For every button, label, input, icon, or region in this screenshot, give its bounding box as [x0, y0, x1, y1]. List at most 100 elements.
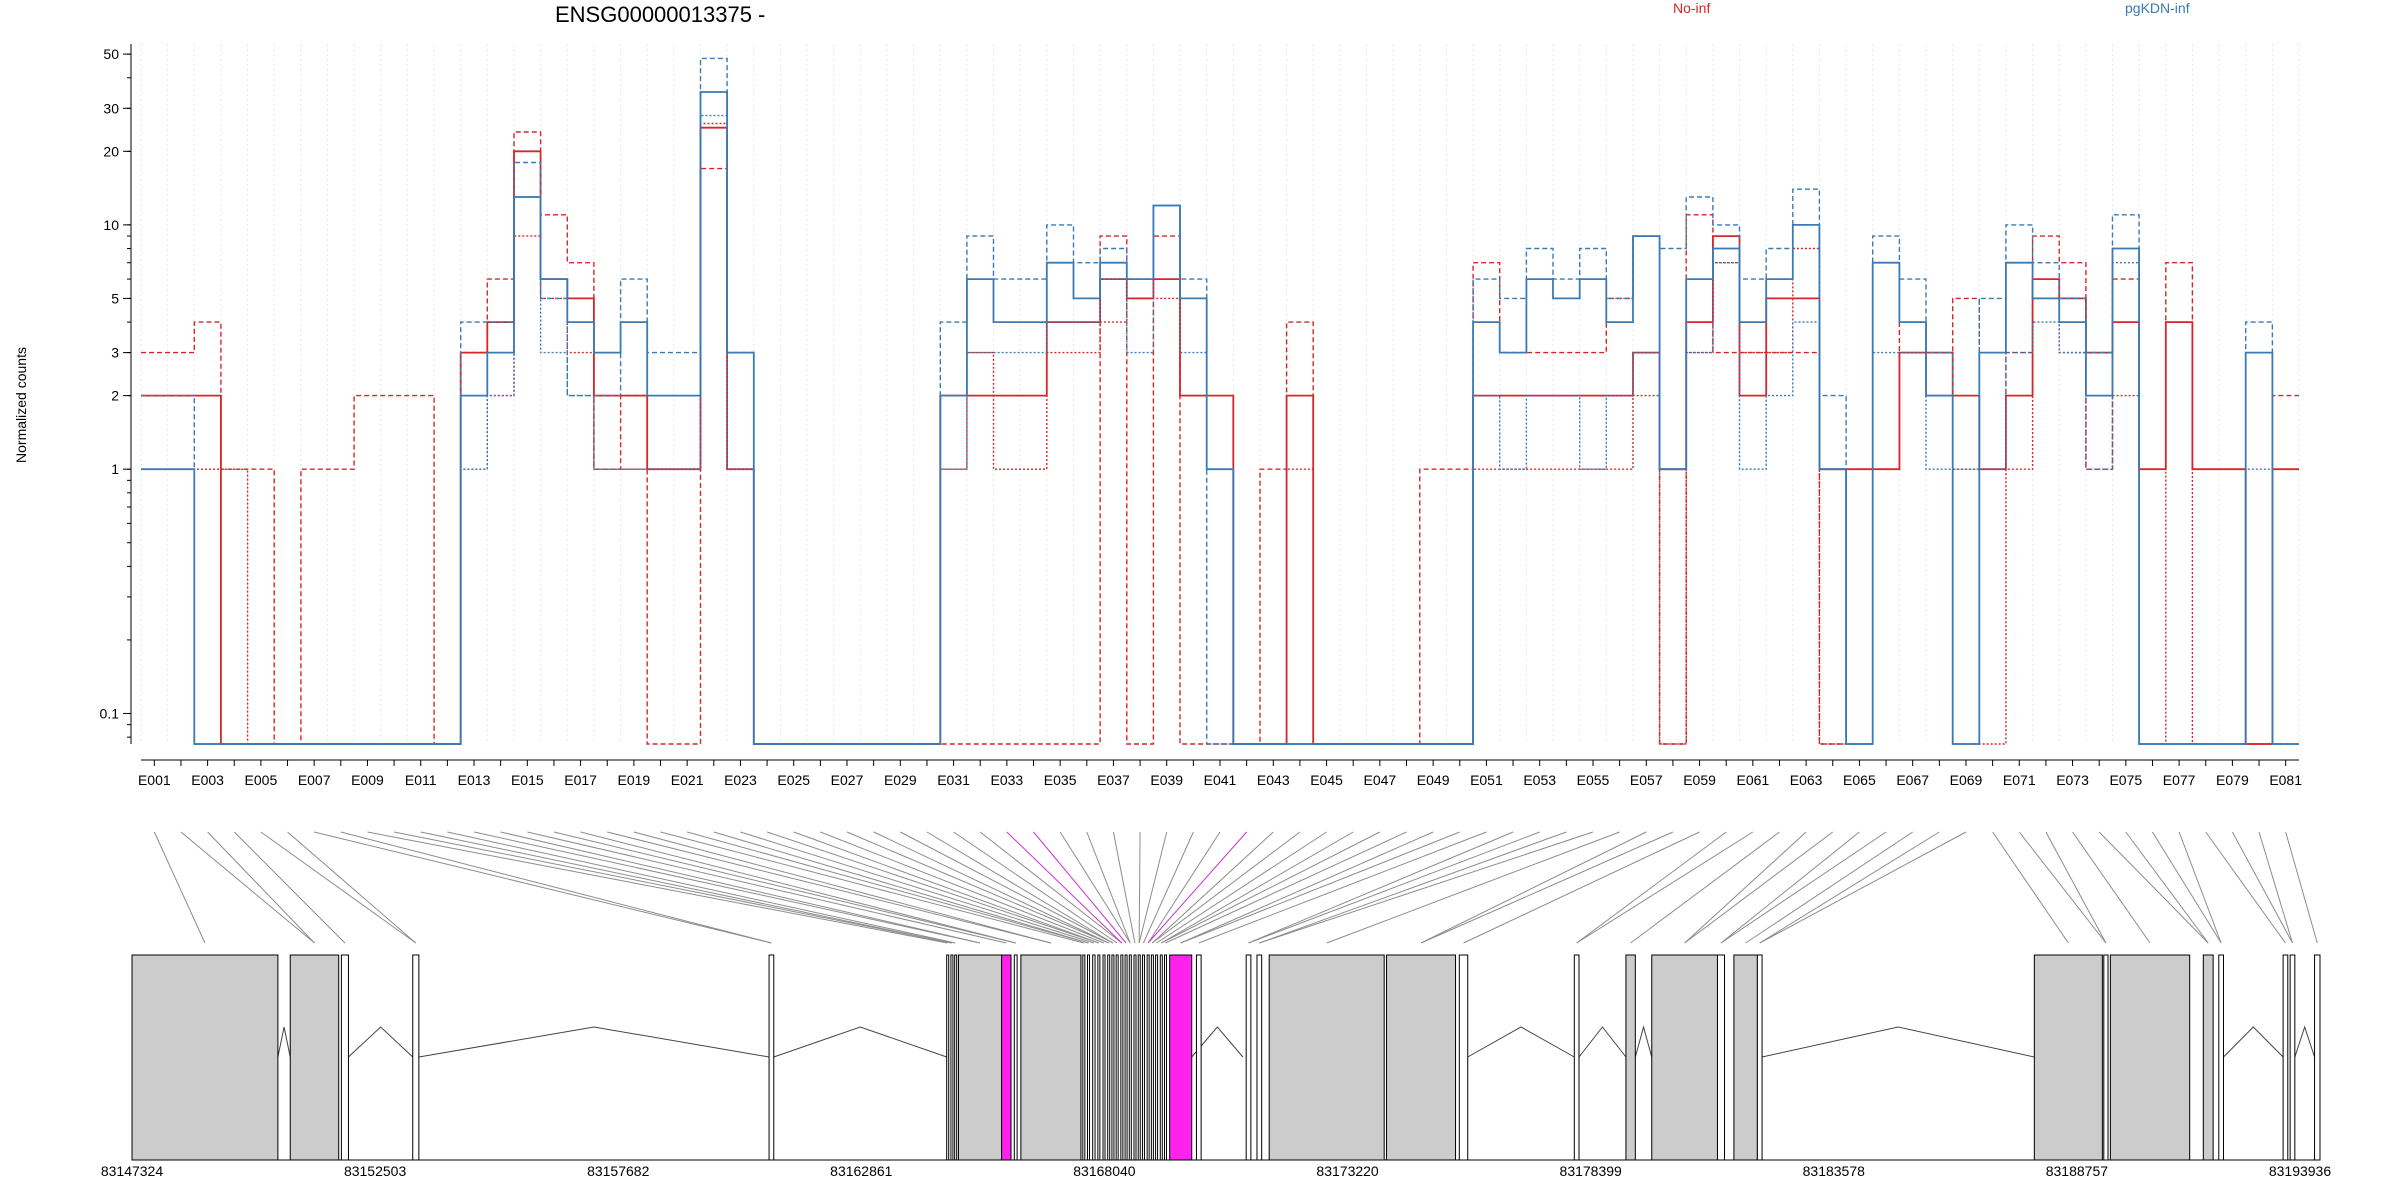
y-tick-label: 10 — [103, 217, 119, 233]
exon-connector — [1147, 831, 1248, 944]
exon-block — [2218, 954, 2224, 1161]
exon-connector — [660, 831, 1084, 944]
intron-line — [1634, 1025, 1653, 1058]
x-tick-label: E041 — [1204, 772, 1237, 788]
genome-tick-label: 83193936 — [2269, 1163, 2332, 1179]
exon-block — [1107, 954, 1111, 1161]
exon-connector — [1112, 831, 1136, 944]
exon-connector — [793, 831, 1099, 944]
y-tick-label: 1 — [111, 461, 119, 477]
y-tick-label: 2 — [111, 388, 119, 404]
y-axis-label: Normalized counts — [13, 347, 29, 463]
series-line-no-inf-dashed — [141, 131, 2299, 745]
exon-connectors — [153, 831, 2318, 944]
exon-block — [1169, 954, 1193, 1161]
exon-connector — [820, 831, 1105, 944]
genome-tick-label: 83183578 — [1803, 1163, 1866, 1179]
exon-block — [1020, 954, 1082, 1161]
x-tick-label: E069 — [1950, 772, 1983, 788]
exon-block — [1573, 954, 1580, 1161]
exon-block — [289, 954, 340, 1161]
exon-block — [1097, 954, 1101, 1161]
exon-connector — [1684, 831, 1807, 944]
exon-block — [1195, 954, 1202, 1161]
genome-tick-label: 83157682 — [587, 1163, 650, 1179]
exon-block — [1141, 954, 1145, 1161]
x-tick-label: E025 — [777, 772, 810, 788]
exon-connector — [926, 831, 1114, 944]
vertical-gridlines — [140, 44, 2300, 744]
exon-connector — [1684, 831, 1834, 944]
exon-connector — [2205, 831, 2286, 944]
x-tick-label: E061 — [1736, 772, 1769, 788]
exon-connector — [233, 831, 346, 944]
intron-line — [348, 1026, 414, 1058]
series-line-pgkdn-inf-dashed — [141, 57, 2299, 745]
x-tick-label: E003 — [191, 772, 224, 788]
exon-connector — [979, 831, 1123, 944]
exon-connector — [1259, 831, 1567, 944]
x-tick-label: E013 — [458, 772, 491, 788]
genome-coordinate-axis: 83147324 83152503 83157682 83162861 83168040… — [101, 1159, 2332, 1179]
y-tick-label: 5 — [111, 290, 119, 306]
exon-connector — [1138, 831, 1141, 944]
x-tick-label: E045 — [1310, 772, 1343, 788]
intron-line — [1761, 1026, 2035, 1058]
genome-tick-label: 83147324 — [101, 1163, 164, 1179]
exon-block — [1155, 954, 1159, 1161]
exon-connector — [1165, 831, 1407, 944]
y-axis: 0.1 1 2 3 5 10 20 30 50 — [100, 44, 132, 744]
exon-block — [1082, 954, 1086, 1161]
exon-connector — [607, 831, 1052, 944]
exon-connector — [766, 831, 1099, 944]
x-tick-label: E031 — [937, 772, 970, 788]
exon-connector — [287, 831, 417, 944]
exon-connector — [2285, 831, 2318, 944]
genome-tick-label: 83178399 — [1560, 1163, 1623, 1179]
exon-connector — [2258, 831, 2293, 944]
exon-axis: E001 E003 E005 E007 E009 E011 E013 E015 E017 E019… — [138, 759, 2302, 788]
exon-connector — [2045, 831, 2107, 944]
exon-connector — [1259, 831, 1594, 944]
genome-tick-label: 83152503 — [344, 1163, 407, 1179]
exon-block — [1133, 954, 1137, 1161]
x-tick-label: E051 — [1470, 772, 1503, 788]
exon-connector — [846, 831, 1109, 944]
exon-block — [1164, 954, 1168, 1161]
intron-line — [418, 1026, 770, 1058]
exon-connector — [367, 831, 948, 944]
exon-connector — [1160, 831, 1354, 944]
exon-connector — [1720, 831, 1887, 944]
exon-block — [2109, 954, 2191, 1161]
exon-connector — [314, 831, 772, 944]
genome-tick-label: 83173220 — [1316, 1163, 1379, 1179]
exon-block — [1087, 954, 1091, 1161]
exon-block — [2103, 954, 2109, 1161]
x-tick-label: E029 — [884, 772, 917, 788]
intron-line — [277, 1026, 291, 1058]
exon-block — [2289, 954, 2296, 1161]
exon-block — [131, 954, 279, 1161]
x-tick-label: E035 — [1044, 772, 1077, 788]
x-tick-label: E001 — [138, 772, 171, 788]
exon-block — [1092, 954, 1096, 1161]
count-series — [141, 57, 2299, 745]
y-tick-label: 3 — [111, 345, 119, 361]
exon-block — [957, 954, 1003, 1161]
y-tick-label: 20 — [103, 143, 119, 159]
x-tick-label: E077 — [2163, 772, 2196, 788]
exon-connector — [1576, 831, 1727, 944]
exon-connector — [527, 831, 1007, 944]
exon-connector — [394, 831, 952, 944]
exon-block — [1716, 954, 1726, 1161]
x-tick-label: E059 — [1683, 772, 1716, 788]
exon-block — [2282, 954, 2289, 1161]
series-line-pgkdn-inf-solid — [141, 91, 2299, 745]
x-tick-label: E053 — [1523, 772, 1556, 788]
exon-block — [1001, 954, 1012, 1161]
exon-block — [946, 954, 950, 1161]
exon-block — [2202, 954, 2214, 1161]
x-tick-label: E011 — [405, 772, 437, 788]
exon-block — [954, 954, 958, 1161]
